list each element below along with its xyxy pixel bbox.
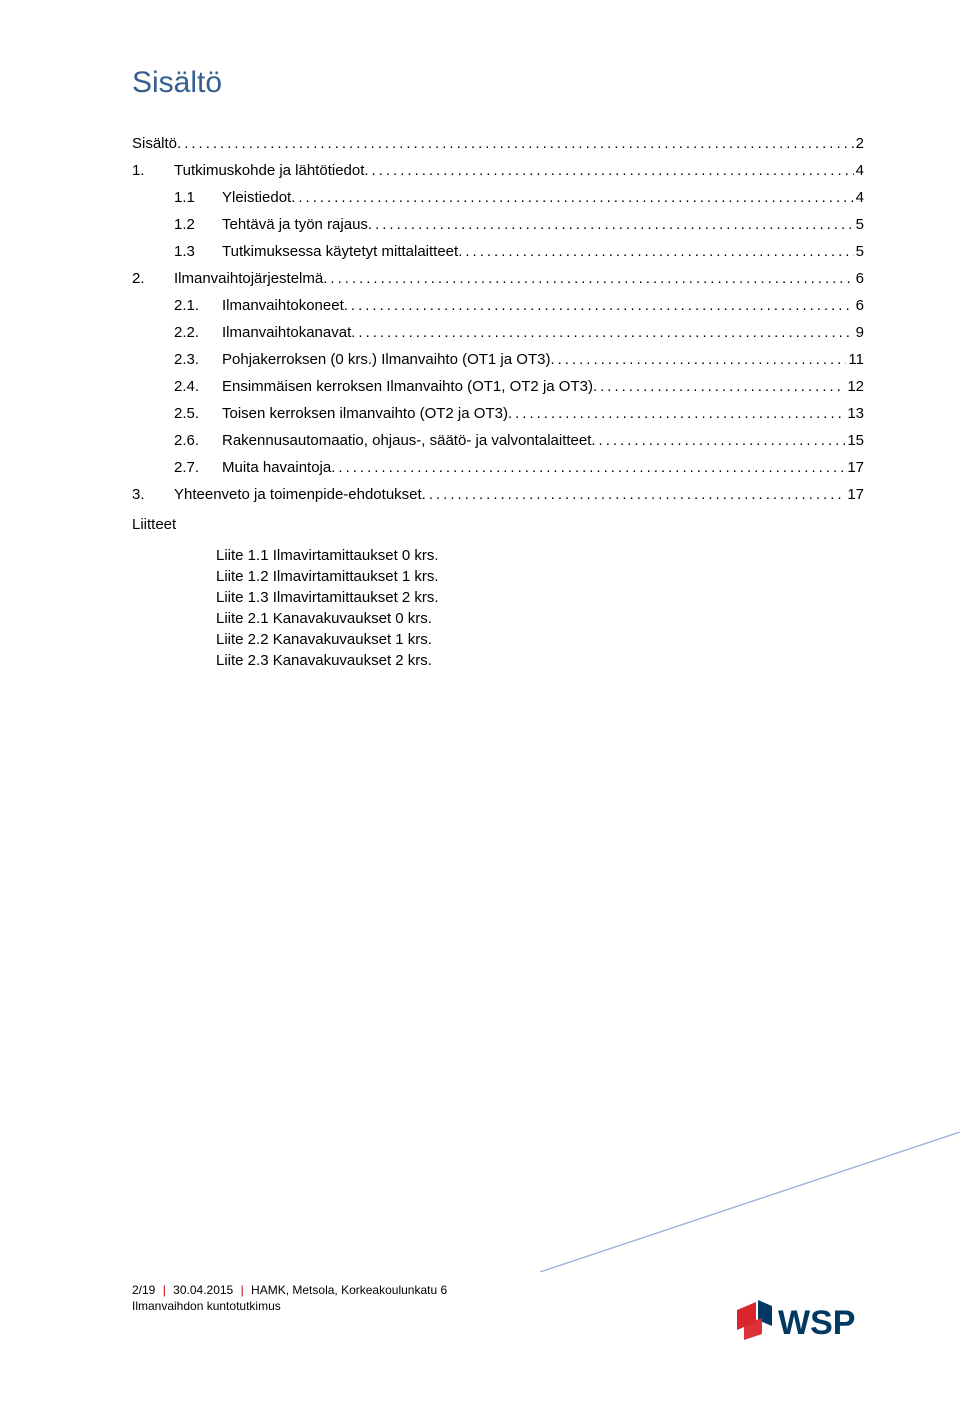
toc-entry-label: Sisältö (132, 136, 177, 151)
toc-entry-page: 6 (854, 298, 864, 313)
toc-leader-dots (331, 460, 845, 475)
toc-entry-label: Muita havaintoja (222, 460, 331, 475)
toc-entry: 2.Ilmanvaihtojärjestelmä 6 (132, 271, 864, 286)
toc-entry-number: 2.6. (174, 433, 222, 448)
toc-entry-page: 9 (854, 325, 864, 340)
toc-entry: 2.5.Toisen kerroksen ilmanvaihto (OT2 ja… (132, 406, 864, 421)
footer-separator-icon: | (237, 1283, 248, 1297)
toc-entry-number: 2. (132, 271, 174, 286)
toc-entry-page: 4 (854, 190, 864, 205)
toc-entry-page: 5 (854, 244, 864, 259)
toc-entry: 1.3Tutkimuksessa käytetyt mittalaitteet 5 (132, 244, 864, 259)
toc-leader-dots (368, 217, 854, 232)
attachment-item: Liite 1.3 Ilmavirtamittaukset 2 krs. (216, 589, 864, 606)
toc-entry-number: 1. (132, 163, 174, 178)
footer-date: 30.04.2015 (173, 1283, 233, 1297)
toc-entry: 1.2Tehtävä ja työn rajaus 5 (132, 217, 864, 232)
attachment-item: Liite 2.2 Kanavakuvaukset 1 krs. (216, 631, 864, 648)
toc-entry-page: 17 (845, 460, 864, 475)
toc-entry: 1.1Yleistiedot 4 (132, 190, 864, 205)
toc-entry: 1.Tutkimuskohde ja lähtötiedot 4 (132, 163, 864, 178)
toc-entry-page: 13 (845, 406, 864, 421)
toc-entry-page: 5 (854, 217, 864, 232)
toc-entry: 3.Yhteenveto ja toimenpide-ehdotukset 17 (132, 487, 864, 502)
toc-entry-label: Toisen kerroksen ilmanvaihto (OT2 ja OT3… (222, 406, 508, 421)
toc-entry-number: 2.5. (174, 406, 222, 421)
toc-leader-dots (422, 487, 846, 502)
toc-leader-dots (591, 433, 845, 448)
toc-entry-label: Tehtävä ja työn rajaus (222, 217, 368, 232)
toc-entry-label: Ensimmäisen kerroksen Ilmanvaihto (OT1, … (222, 379, 593, 394)
toc-entry-page: 2 (854, 136, 864, 151)
toc-entry-label: Pohjakerroksen (0 krs.) Ilmanvaihto (OT1… (222, 352, 550, 367)
toc-entry: 2.7.Muita havaintoja 17 (132, 460, 864, 475)
toc-entry-number: 1.3 (174, 244, 222, 259)
wsp-logo: WSP (734, 1294, 864, 1348)
toc-entry-number: 2.3. (174, 352, 222, 367)
toc-entry-label: Yhteenveto ja toimenpide-ehdotukset (174, 487, 422, 502)
toc-entry-label: Rakennusautomaatio, ohjaus-, säätö- ja v… (222, 433, 591, 448)
toc-entry-page: 4 (854, 163, 864, 178)
toc-entry-number: 1.1 (174, 190, 222, 205)
toc-leader-dots (291, 190, 853, 205)
toc-leader-dots (177, 136, 854, 151)
toc-entry-label: Ilmanvaihtojärjestelmä (174, 271, 323, 286)
toc-entry-number: 3. (132, 487, 174, 502)
toc-leader-dots (323, 271, 853, 286)
page: Sisältö Sisältö 2 1.Tutkimuskohde ja lähtö… (0, 0, 960, 1402)
toc-entry: 2.3.Pohjakerroksen (0 krs.) Ilmanvaihto … (132, 352, 864, 367)
toc-entry-number: 2.4. (174, 379, 222, 394)
attachment-item: Liite 2.1 Kanavakuvaukset 0 krs. (216, 610, 864, 627)
footer-page-info: 2/19 (132, 1283, 155, 1297)
toc-entry-label: Tutkimuskohde ja lähtötiedot (174, 163, 364, 178)
footer-project: HAMK, Metsola, Korkeakoulunkatu 6 (251, 1283, 447, 1297)
table-of-contents: Sisältö21.Tutkimuskohde ja lähtötiedot41… (132, 136, 864, 502)
footer-separator-icon: | (159, 1283, 170, 1297)
toc-leader-dots (593, 379, 845, 394)
toc-entry-label: Ilmanvaihtokanavat (222, 325, 351, 340)
toc-entry-label: Ilmanvaihtokoneet (222, 298, 344, 313)
attachment-item: Liite 1.2 Ilmavirtamittaukset 1 krs. (216, 568, 864, 585)
toc-leader-dots (364, 163, 853, 178)
toc-entry-number: 2.7. (174, 460, 222, 475)
toc-entry-page: 6 (854, 271, 864, 286)
toc-leader-dots (550, 352, 846, 367)
toc-leader-dots (351, 325, 853, 340)
toc-entry-number: 2.1. (174, 298, 222, 313)
decorative-diagonal-line (540, 1132, 960, 1272)
page-title: Sisältö (132, 66, 864, 100)
attachments-list: Liite 1.1 Ilmavirtamittaukset 0 krs. Liit… (132, 547, 864, 669)
toc-entry: 2.6.Rakennusautomaatio, ohjaus-, säätö- … (132, 433, 864, 448)
toc-entry: 2.4.Ensimmäisen kerroksen Ilmanvaihto (O… (132, 379, 864, 394)
toc-entry-number: 1.2 (174, 217, 222, 232)
toc-entry-number: 2.2. (174, 325, 222, 340)
toc-leader-dots (508, 406, 845, 421)
toc-entry-page: 11 (846, 352, 864, 367)
logo-text: WSP (778, 1304, 855, 1342)
attachments-heading: Liitteet (132, 516, 864, 533)
attachment-item: Liite 1.1 Ilmavirtamittaukset 0 krs. (216, 547, 864, 564)
toc-entry-page: 17 (845, 487, 864, 502)
toc-entry-page: 15 (845, 433, 864, 448)
toc-entry-page: 12 (845, 379, 864, 394)
attachment-item: Liite 2.3 Kanavakuvaukset 2 krs. (216, 652, 864, 669)
toc-entry: 2.1.Ilmanvaihtokoneet 6 (132, 298, 864, 313)
toc-entry-label: Yleistiedot (222, 190, 291, 205)
toc-leader-dots (344, 298, 854, 313)
toc-entry: Sisältö 2 (132, 136, 864, 151)
toc-leader-dots (458, 244, 853, 259)
toc-entry-label: Tutkimuksessa käytetyt mittalaitteet (222, 244, 458, 259)
page-footer: 2/19 | 30.04.2015 | HAMK, Metsola, Korke… (132, 1282, 864, 1342)
toc-entry: 2.2.Ilmanvaihtokanavat 9 (132, 325, 864, 340)
